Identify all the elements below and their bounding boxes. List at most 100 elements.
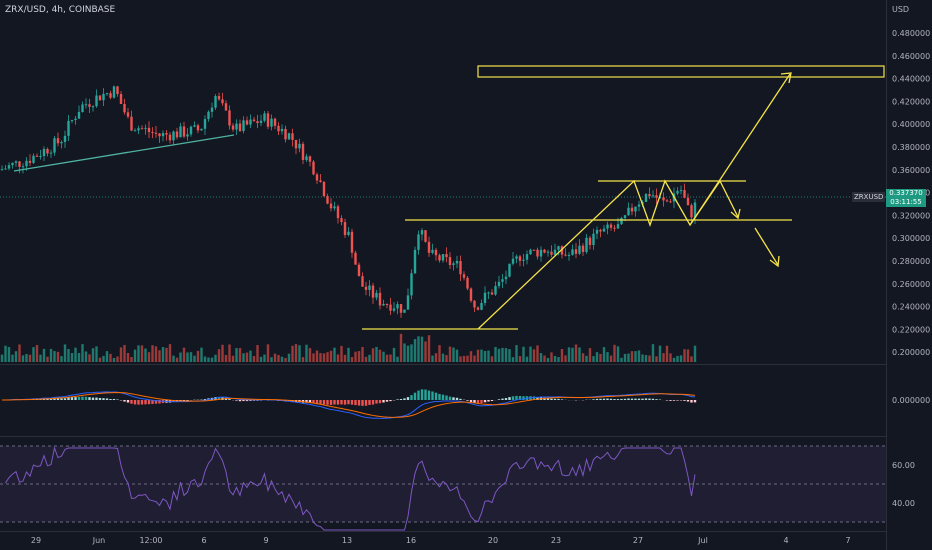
volume-bar xyxy=(676,355,679,362)
arrow-down[interactable] xyxy=(754,227,779,266)
candle-body xyxy=(480,303,483,310)
candle-body xyxy=(424,230,427,242)
volume-bar xyxy=(287,353,291,362)
candle-body xyxy=(179,126,182,138)
time-tick-label: 20 xyxy=(488,536,498,545)
candle-body xyxy=(137,128,140,131)
macd-bar xyxy=(315,400,319,404)
volume-bar xyxy=(161,347,165,362)
volume-bar xyxy=(378,349,382,362)
volume-bar xyxy=(420,336,424,362)
candle-body xyxy=(683,190,686,198)
candle-body xyxy=(196,125,200,131)
volume-bar xyxy=(0,354,4,362)
volume-bar xyxy=(368,354,371,362)
volume-bar xyxy=(410,344,413,362)
volume-bar xyxy=(179,352,182,362)
time-tick-label: 9 xyxy=(263,536,268,545)
volume-bar xyxy=(81,344,84,362)
resistance-zone[interactable] xyxy=(477,65,885,78)
candle-body xyxy=(189,126,193,135)
macd-bar xyxy=(46,398,49,400)
candle-body xyxy=(522,259,525,261)
candle-body xyxy=(154,132,158,134)
volume-bar xyxy=(571,347,574,362)
current-price: 0.337370 xyxy=(889,189,923,197)
candle-body xyxy=(161,133,165,137)
candle-body xyxy=(602,228,606,232)
candle-body xyxy=(354,252,357,265)
macd-bar xyxy=(399,398,403,400)
candle-body xyxy=(98,95,102,101)
volume-bar xyxy=(504,348,508,362)
trendline-teal[interactable] xyxy=(13,134,235,172)
candle-body xyxy=(74,118,77,121)
target-arrow-up[interactable] xyxy=(689,73,791,226)
macd-bar xyxy=(378,400,382,404)
volume-bar xyxy=(196,350,200,362)
price-tick-label: 0.400000 xyxy=(892,120,930,129)
volume-bar xyxy=(462,355,466,362)
macd-bar xyxy=(546,398,550,400)
volume-bar xyxy=(630,351,634,362)
volume-bar xyxy=(455,349,459,362)
volume-bar xyxy=(109,353,112,362)
candle-body xyxy=(200,128,203,131)
macd-bar xyxy=(371,400,375,405)
candle-body xyxy=(105,93,109,95)
volume-bar xyxy=(651,344,655,362)
candle-body xyxy=(413,249,417,274)
macd-bar xyxy=(77,396,81,400)
rsi-axis: 60.00 40.00 xyxy=(892,461,915,508)
volume-bar xyxy=(403,343,406,362)
candle-body xyxy=(4,168,7,170)
macd-bar xyxy=(151,400,154,404)
volume-bar xyxy=(543,355,546,362)
candle-body xyxy=(501,279,504,282)
macd-bar xyxy=(609,398,613,400)
candle-body xyxy=(599,229,602,232)
candle-body xyxy=(634,206,637,212)
volume-bar xyxy=(627,353,630,362)
candle-body xyxy=(361,276,364,287)
candle-body xyxy=(581,245,585,252)
candle-body xyxy=(35,155,39,157)
candle-body xyxy=(277,125,280,132)
volume-bar xyxy=(340,345,343,362)
volume-bar xyxy=(508,349,511,362)
macd-bar xyxy=(354,400,357,406)
candle-body xyxy=(371,285,375,298)
candle-body xyxy=(102,93,105,101)
volume-bar xyxy=(266,344,270,362)
candle-body xyxy=(301,143,305,160)
macd-bar xyxy=(438,393,441,400)
volume-bar xyxy=(679,355,683,362)
macd-bar xyxy=(487,400,490,402)
macd-bar xyxy=(466,400,469,401)
candle-body xyxy=(70,120,74,122)
macd-bar xyxy=(252,400,256,401)
volume-bar xyxy=(56,351,60,362)
macd-bar xyxy=(249,400,252,401)
volume-bar xyxy=(487,350,490,362)
volume-bar xyxy=(522,346,525,362)
volume-bar xyxy=(424,341,427,362)
volume-bar xyxy=(406,345,410,362)
candle-body xyxy=(606,224,609,229)
candle-body xyxy=(578,245,581,254)
macd-bar xyxy=(508,397,511,400)
candle-body xyxy=(207,111,210,120)
volume-bar xyxy=(546,357,550,362)
volume-bar xyxy=(357,351,361,362)
macd-bar xyxy=(308,400,312,403)
macd-bar xyxy=(88,397,91,400)
macd-bar xyxy=(560,399,564,400)
user-drawings[interactable] xyxy=(13,65,885,330)
time-axis[interactable]: 29 Jun 12:00 6 9 13 16 20 23 27 Jul 4 7 xyxy=(31,536,851,545)
macd-bar xyxy=(690,400,693,403)
arrow-down-small[interactable] xyxy=(719,180,739,218)
macd-bar xyxy=(473,400,476,403)
volume-bar xyxy=(609,355,613,362)
macd-bar xyxy=(123,400,126,402)
